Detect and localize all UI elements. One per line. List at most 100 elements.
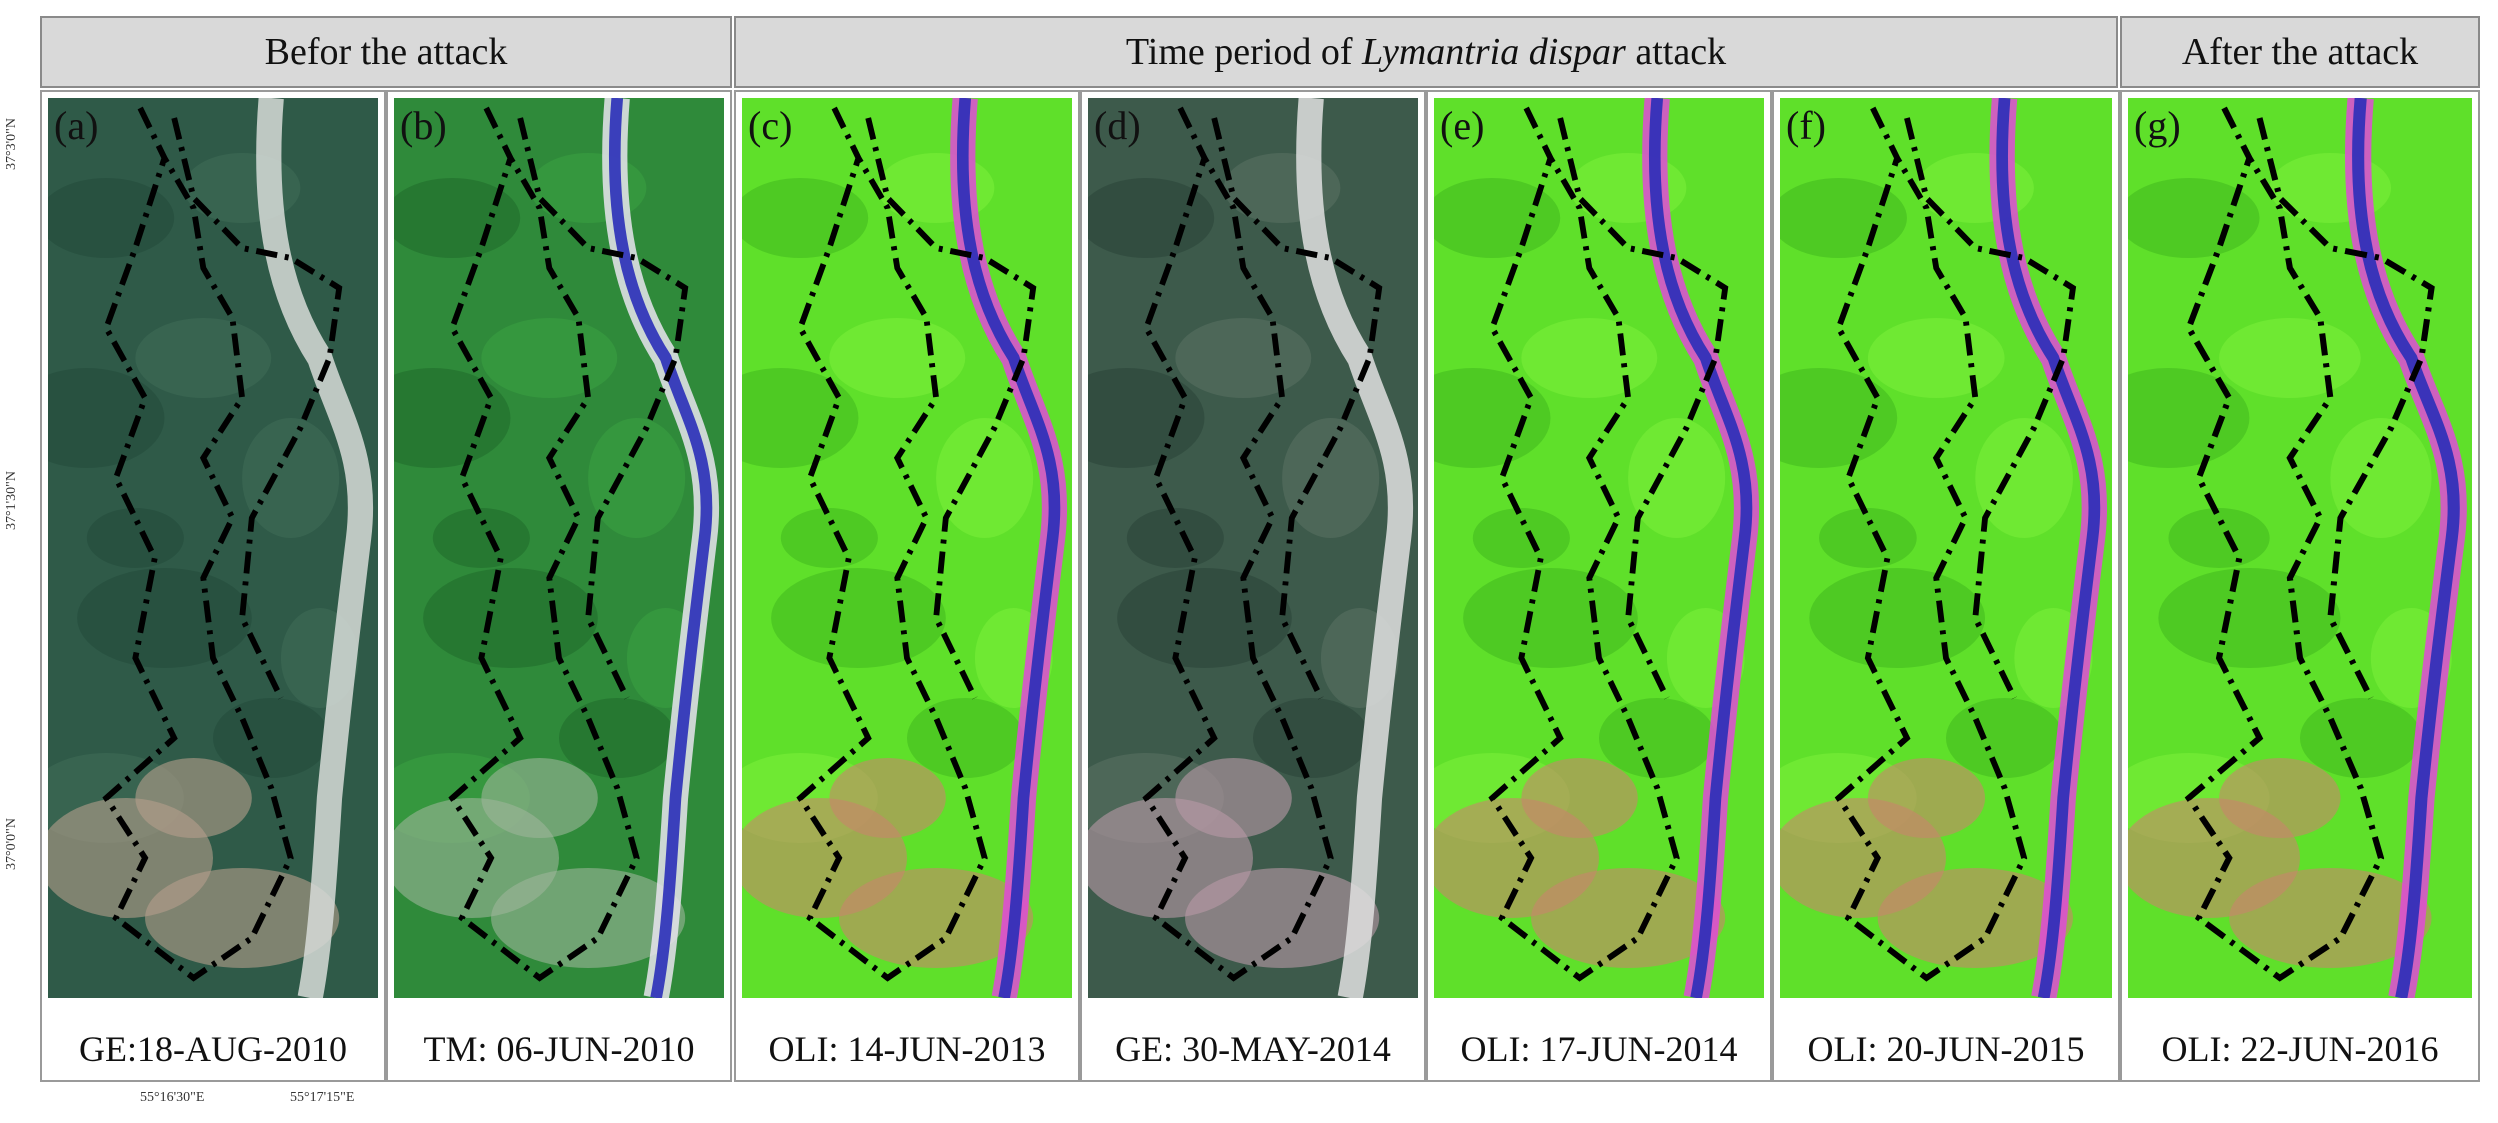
terrain-texture: [1628, 418, 1726, 538]
panel-e: (e) OLI: 17-JUN-2014: [1426, 90, 1772, 1082]
header-after-text: After the attack: [2181, 31, 2419, 73]
terrain-texture: [907, 698, 1024, 778]
river-water: [608, 98, 713, 998]
damage-area: [1877, 868, 2073, 968]
terrain-texture: [1126, 508, 1224, 568]
damage-area: [1521, 758, 1638, 838]
terrain-texture: [135, 318, 272, 398]
longitude-label-right: 55°17'15"E: [290, 1090, 355, 1105]
imagery-svg: [1434, 98, 1764, 998]
terrain-texture: [742, 368, 859, 468]
terrain-texture: [1088, 178, 1215, 258]
panel-label: (b): [400, 103, 447, 148]
imagery-svg: [394, 98, 724, 998]
terrain-texture: [2158, 568, 2341, 668]
damage-area: [135, 758, 252, 838]
terrain-texture: [771, 568, 946, 668]
damage-area: [481, 758, 598, 838]
terrain-texture: [1809, 568, 1986, 668]
study-area-boundary: [2184, 106, 2385, 982]
panel-g: (g) OLI: 22-JUN-2016: [2120, 90, 2480, 1082]
satellite-image-e: [1434, 98, 1764, 998]
header-during-prefix: Time period of: [1125, 31, 1353, 73]
river-channel: [1296, 98, 1414, 998]
panel-label: (e): [1440, 103, 1485, 148]
panel-date: OLI: 22-JUN-2016: [2161, 1029, 2439, 1069]
study-area-boundary: [865, 117, 1037, 700]
river-water: [956, 98, 1061, 998]
header-during-species: Lymantria dispar: [1362, 31, 1626, 73]
terrain-texture: [77, 568, 252, 668]
terrain-texture: [1253, 698, 1370, 778]
terrain-texture: [1434, 368, 1551, 468]
damage-area: [1867, 758, 1986, 838]
panel-b: (b) TM: 06-JUN-2010: [386, 90, 732, 1082]
terrain-texture: [423, 568, 598, 668]
panel-date: GE:18-AUG-2010: [79, 1029, 347, 1069]
panel-date: GE: 30-MAY-2014: [1115, 1029, 1391, 1069]
panel-date: TM: 06-JUN-2010: [423, 1029, 695, 1069]
terrain-texture: [48, 178, 175, 258]
terrain-texture: [1434, 178, 1561, 258]
terrain-texture: [559, 698, 676, 778]
imagery-svg: [48, 98, 378, 998]
study-area-boundary: [448, 106, 640, 982]
damage-area: [491, 868, 686, 968]
imagery-svg: [1088, 98, 1418, 998]
terrain-texture: [1463, 568, 1638, 668]
study-area-boundary: [1211, 117, 1383, 700]
terrain-texture: [829, 318, 966, 398]
panel-a: (a) GE:18-AUG-2010: [40, 90, 386, 1082]
terrain-texture: [1282, 418, 1380, 538]
terrain-texture: [394, 368, 511, 468]
terrain-texture: [481, 318, 618, 398]
damage-area: [2229, 868, 2432, 968]
river-channel: [256, 98, 374, 998]
satellite-image-b: [394, 98, 724, 998]
damage-area: [1185, 868, 1380, 968]
panel-label: (a): [54, 103, 99, 148]
terrain-texture: [1975, 418, 2073, 538]
imagery-svg: [742, 98, 1072, 998]
panel-date: OLI: 17-JUN-2014: [1460, 1029, 1738, 1069]
river-water: [1648, 98, 1753, 998]
study-area-boundary: [1557, 117, 1729, 700]
terrain-texture: [1867, 318, 2005, 398]
damage-area: [1175, 758, 1292, 838]
river-water: [1996, 98, 2101, 998]
figure-frame: Befor the attack Time period of Lymantri…: [40, 16, 2480, 1082]
panel-f: (f) OLI: 20-JUN-2015: [1772, 90, 2120, 1082]
header-during-suffix: attack: [1635, 31, 1727, 73]
panel-date: OLI: 14-JUN-2013: [768, 1029, 1046, 1069]
panel-date: OLI: 20-JUN-2015: [1807, 1029, 2085, 1069]
terrain-texture: [588, 418, 686, 538]
terrain-texture: [213, 698, 330, 778]
study-area-boundary: [1904, 117, 2077, 700]
panel-label: (g): [2134, 103, 2181, 148]
terrain-texture: [48, 368, 165, 468]
terrain-texture: [1819, 508, 1917, 568]
terrain-texture: [2128, 368, 2250, 468]
longitude-label-left: 55°16'30"E: [140, 1090, 205, 1105]
satellite-image-g: [2128, 98, 2472, 998]
panel-c: (c) OLI: 14-JUN-2013: [734, 90, 1080, 1082]
damage-area: [839, 868, 1034, 968]
terrain-texture: [1175, 318, 1312, 398]
imagery-svg: [1780, 98, 2112, 998]
study-area-boundary: [1142, 106, 1334, 982]
latitude-label-bottom: 37°0'0"N: [4, 818, 19, 870]
terrain-texture: [2219, 318, 2361, 398]
header-before-text: Befor the attack: [264, 31, 508, 73]
terrain-texture: [1599, 698, 1716, 778]
panel-d: (d) GE: 30-MAY-2014: [1080, 90, 1426, 1082]
terrain-texture: [780, 508, 878, 568]
damage-area: [829, 758, 946, 838]
river-water: [2352, 98, 2460, 998]
latitude-label-middle: 37°1'30"N: [4, 471, 19, 530]
terrain-texture: [1088, 368, 1205, 468]
damage-area: [2219, 758, 2341, 838]
latitude-label-top: 37°3'0"N: [4, 118, 19, 170]
panel-label: (c): [748, 103, 793, 148]
terrain-texture: [1780, 368, 1898, 468]
terrain-texture: [1780, 178, 1907, 258]
